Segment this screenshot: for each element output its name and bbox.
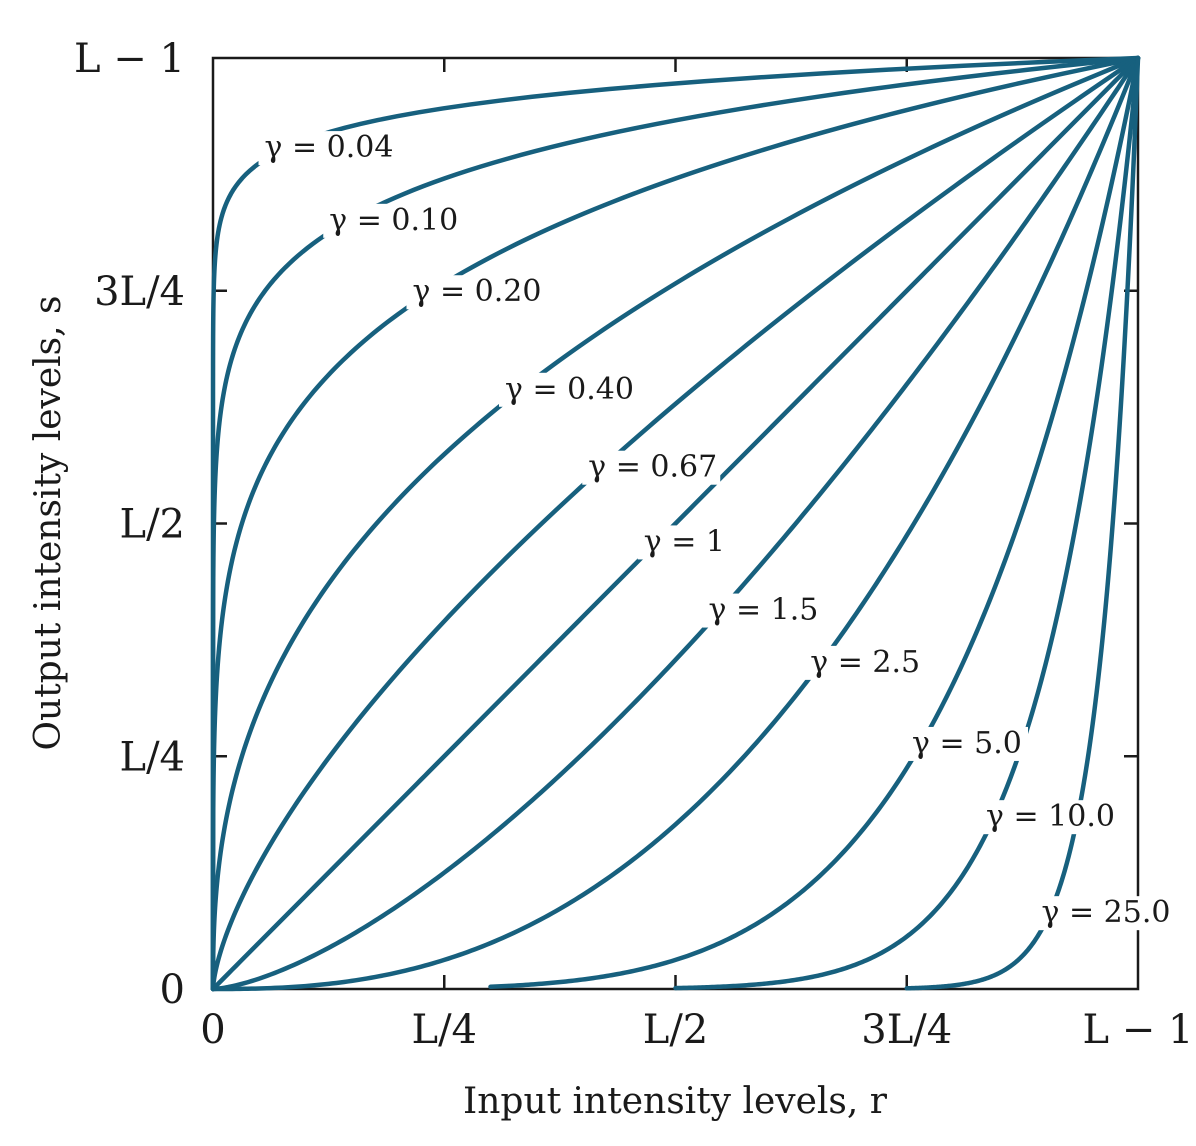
- gamma-label-4: γ = 0.67: [588, 450, 717, 485]
- gamma-curve-6: [210, 55, 1141, 992]
- gamma-label-10: γ = 25.0: [1042, 895, 1171, 930]
- gamma-curve-2: [210, 55, 1141, 992]
- gamma-label-bg-8: [906, 726, 1028, 761]
- gamma-label-bg-1: [323, 203, 462, 238]
- gamma-label-bg-7: [804, 645, 927, 680]
- gamma-curve-10: [904, 55, 1141, 991]
- gamma-label-bg-6: [702, 593, 825, 628]
- gamma-curve-labels: γ = 0.04 γ = 0.10 γ = 0.20 γ = 0.40 γ = 0.67…: [258, 130, 1174, 931]
- gamma-label-bg-0: [258, 131, 397, 166]
- gamma-curve-3: [210, 55, 1141, 992]
- gamma-curve-9: [673, 55, 1141, 991]
- gamma-label-bg-2: [406, 275, 545, 310]
- x-tick-label: L/4: [412, 1007, 478, 1053]
- gamma-label-7: γ = 2.5: [810, 645, 920, 680]
- gamma-curve-7: [210, 55, 1141, 992]
- gamma-label-bg-5: [637, 525, 728, 560]
- gamma-curve-8: [488, 55, 1141, 989]
- gamma-label-0: γ = 0.04: [265, 130, 394, 165]
- x-axis-label: Input intensity levels, r: [463, 1081, 888, 1122]
- x-tick-label: L/2: [643, 1007, 709, 1053]
- gamma-curve-4: [210, 55, 1141, 992]
- gamma-label-bg-3: [499, 372, 637, 407]
- y-tick-label: 0: [160, 967, 185, 1013]
- gamma-label-8: γ = 5.0: [912, 726, 1022, 761]
- x-tick-label: L − 1: [1083, 1007, 1194, 1053]
- x-tick-label: 3L/4: [861, 1007, 952, 1053]
- gamma-label-bg-4: [582, 450, 721, 485]
- gamma-label-9: γ = 10.0: [986, 799, 1115, 834]
- gamma-label-bg-9: [980, 800, 1118, 835]
- gamma-label-bg-10: [1035, 896, 1174, 931]
- gamma-curves: [210, 55, 1141, 992]
- gamma-label-2: γ = 0.20: [413, 274, 542, 309]
- gamma-label-6: γ = 1.5: [709, 593, 819, 628]
- y-axis-label: Output intensity levels, s: [28, 295, 69, 750]
- gamma-label-3: γ = 0.40: [505, 372, 634, 407]
- y-tick-label: L/2: [120, 502, 186, 548]
- gamma-label-1: γ = 0.10: [329, 203, 458, 238]
- gamma-label-5: γ = 1: [644, 524, 725, 559]
- gamma-curve-5: [210, 55, 1141, 992]
- x-tick-label: 0: [200, 1007, 225, 1053]
- y-tick-label: 3L/4: [94, 269, 185, 315]
- y-tick-label: L/4: [120, 734, 186, 780]
- axis-tick-labels: 0 L/4 L/2 3L/4 L − 1 0 L/4 L/2 3L/4 L − 1: [74, 36, 1193, 1053]
- y-tick-label: L − 1: [74, 36, 185, 82]
